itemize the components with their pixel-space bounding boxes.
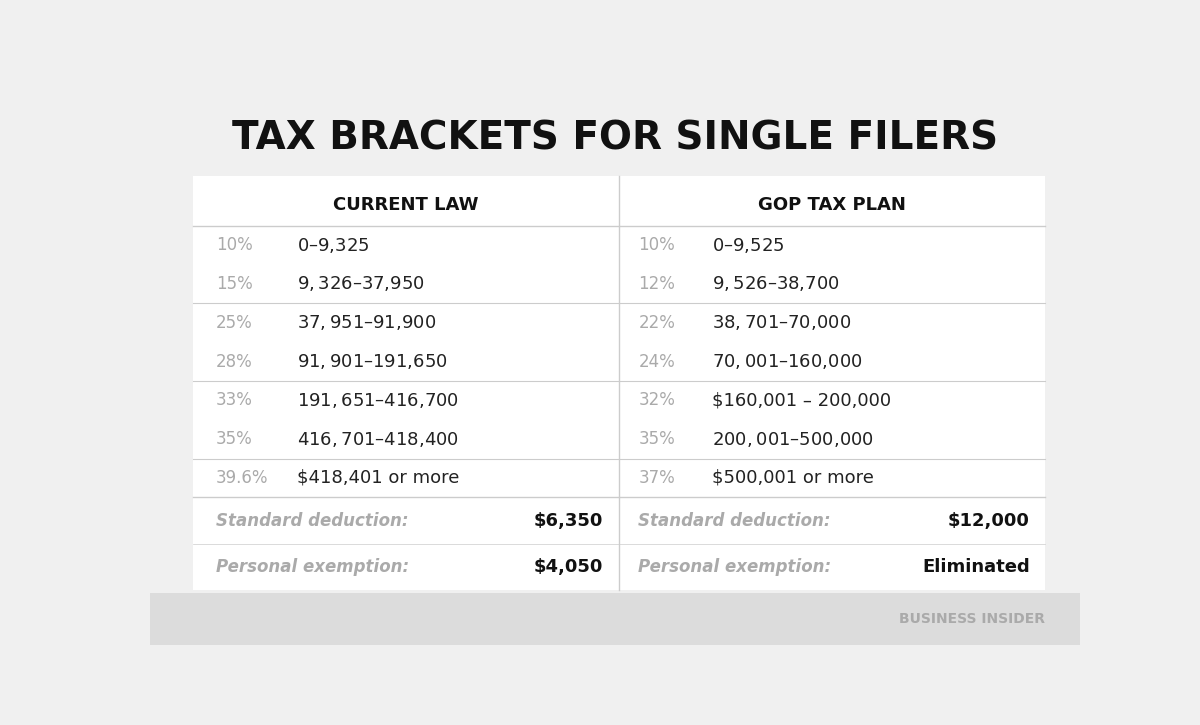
Text: $200,001 – $500,000: $200,001 – $500,000 xyxy=(712,430,874,449)
Text: CURRENT LAW: CURRENT LAW xyxy=(334,196,479,214)
Text: $6,350: $6,350 xyxy=(534,512,604,529)
Text: Personal exemption:: Personal exemption: xyxy=(638,558,832,576)
Text: 39.6%: 39.6% xyxy=(216,469,269,487)
Text: 35%: 35% xyxy=(638,430,674,448)
Text: $91,901 – $191,650: $91,901 – $191,650 xyxy=(298,352,448,371)
Text: 15%: 15% xyxy=(216,275,253,293)
Text: $9,326 – $37,950: $9,326 – $37,950 xyxy=(298,274,425,294)
Text: $4,050: $4,050 xyxy=(534,558,604,576)
Text: 33%: 33% xyxy=(216,392,253,410)
Text: 28%: 28% xyxy=(216,352,253,370)
Text: 35%: 35% xyxy=(216,430,253,448)
Text: $38,701 – $70,000: $38,701 – $70,000 xyxy=(712,313,851,332)
Text: $37,951 – $91,900: $37,951 – $91,900 xyxy=(298,313,437,332)
Text: $9,526 – $38,700: $9,526 – $38,700 xyxy=(712,274,840,294)
Text: 25%: 25% xyxy=(216,314,253,331)
Text: GOP TAX PLAN: GOP TAX PLAN xyxy=(758,196,906,214)
Text: 37%: 37% xyxy=(638,469,674,487)
FancyBboxPatch shape xyxy=(193,175,1045,590)
Text: $418,401 or more: $418,401 or more xyxy=(298,469,460,487)
Text: $500,001 or more: $500,001 or more xyxy=(712,469,874,487)
Text: Standard deduction:: Standard deduction: xyxy=(638,512,830,529)
Text: BUSINESS INSIDER: BUSINESS INSIDER xyxy=(899,612,1045,626)
Text: Eliminated: Eliminated xyxy=(922,558,1030,576)
Text: 32%: 32% xyxy=(638,392,676,410)
Text: $416,701 – $418,400: $416,701 – $418,400 xyxy=(298,430,460,449)
Text: $12,000: $12,000 xyxy=(948,512,1030,529)
FancyBboxPatch shape xyxy=(150,593,1080,645)
Text: 12%: 12% xyxy=(638,275,676,293)
Text: 10%: 10% xyxy=(216,236,253,254)
Text: $70,001 – $160,000: $70,001 – $160,000 xyxy=(712,352,863,371)
Text: Standard deduction:: Standard deduction: xyxy=(216,512,408,529)
Text: $191,651 – $416,700: $191,651 – $416,700 xyxy=(298,391,460,410)
Text: Personal exemption:: Personal exemption: xyxy=(216,558,409,576)
Text: $160,001 – 200,000: $160,001 – 200,000 xyxy=(712,392,890,410)
Text: $0 – $9,325: $0 – $9,325 xyxy=(298,236,370,254)
Text: 10%: 10% xyxy=(638,236,674,254)
Text: 22%: 22% xyxy=(638,314,676,331)
Text: 24%: 24% xyxy=(638,352,674,370)
Text: TAX BRACKETS FOR SINGLE FILERS: TAX BRACKETS FOR SINGLE FILERS xyxy=(232,120,998,157)
Text: $0 – $9,525: $0 – $9,525 xyxy=(712,236,785,254)
